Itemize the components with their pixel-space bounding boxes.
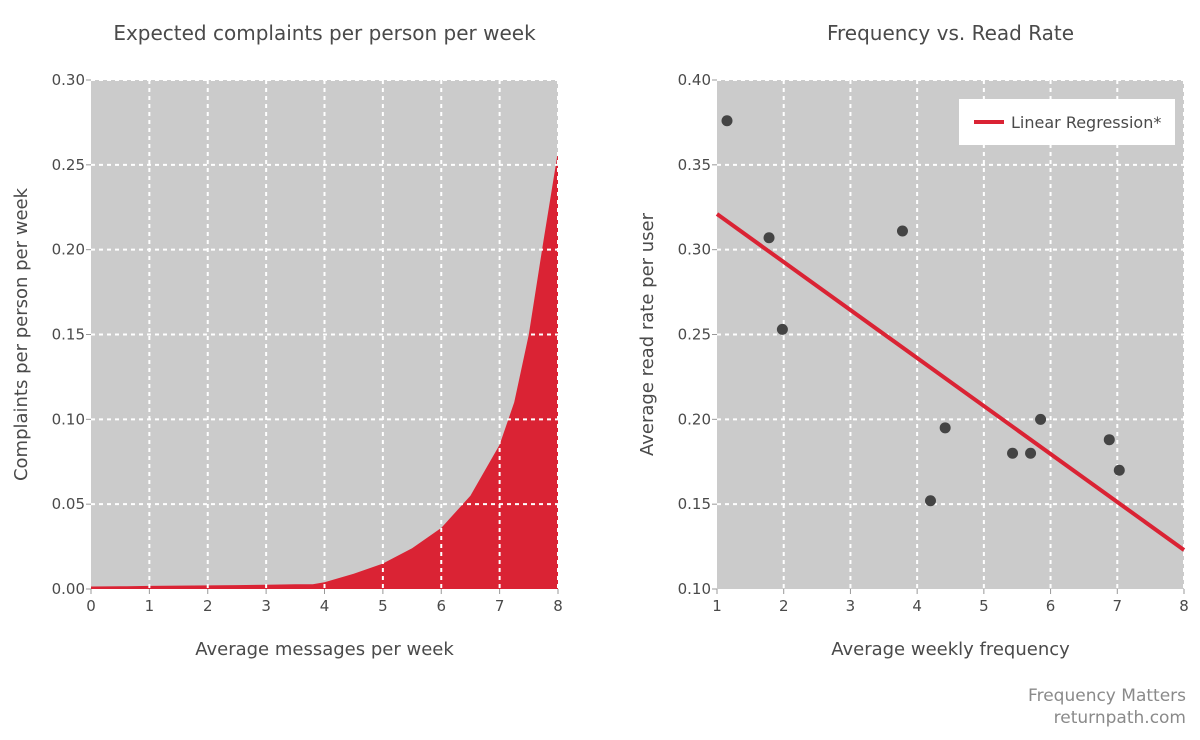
left-x-tick-label: 7 xyxy=(495,597,505,615)
right-x-tick-label: 3 xyxy=(846,597,856,615)
right-scatter-point xyxy=(763,232,775,244)
right-y-tick-label: 0.40 xyxy=(678,71,711,89)
left-x-axis-label: Average messages per week xyxy=(195,639,454,660)
right-chart-title: Frequency vs. Read Rate xyxy=(827,21,1074,45)
right-x-tick-label: 5 xyxy=(979,597,989,615)
right-y-tick-label: 0.20 xyxy=(678,410,711,428)
left-x-tick-label: 1 xyxy=(145,597,155,615)
right-legend-label: Linear Regression* xyxy=(1011,113,1161,132)
left-x-tick-label: 8 xyxy=(553,597,563,615)
footer-url: returnpath.com xyxy=(1053,708,1186,728)
right-y-axis-label: Average read rate per user xyxy=(637,212,658,456)
left-y-tick-label: 0.05 xyxy=(52,495,85,513)
left-y-tick-label: 0.00 xyxy=(52,580,85,598)
right-y-tick-label: 0.35 xyxy=(678,156,711,174)
right-scatter-point xyxy=(1007,447,1019,459)
left-x-tick-label: 2 xyxy=(203,597,213,615)
left-y-tick-label: 0.30 xyxy=(52,71,85,89)
right-y-tick-label: 0.15 xyxy=(678,495,711,513)
right-x-tick-label: 1 xyxy=(712,597,722,615)
right-x-tick-label: 8 xyxy=(1179,597,1189,615)
right-y-tick-label: 0.30 xyxy=(678,241,711,259)
left-y-tick-label: 0.10 xyxy=(52,410,85,428)
right-scatter-point xyxy=(721,115,733,127)
right-x-tick-label: 4 xyxy=(912,597,922,615)
right-scatter-point xyxy=(1025,447,1037,459)
right-scatter-point xyxy=(939,422,951,434)
right-x-axis-label: Average weekly frequency xyxy=(831,639,1070,660)
right-scatter-point xyxy=(924,495,936,507)
left-y-tick-label: 0.25 xyxy=(52,156,85,174)
left-y-tick-label: 0.20 xyxy=(52,241,85,259)
left-area-series xyxy=(91,151,558,590)
right-legend: Linear Regression* xyxy=(959,99,1175,145)
left-x-tick-label: 6 xyxy=(436,597,446,615)
right-chart: 1 2 3 4 5 6 7 8 0.10 0.15 0.20 0.25 0.30 0.35 0.40 Freq… xyxy=(637,21,1189,660)
footer-title: Frequency Matters xyxy=(1028,686,1186,706)
left-chart: 0 1 2 3 4 5 6 7 8 0.00 0.05 0.10 0.15 0.20 0.25 0.30 Exp… xyxy=(11,21,563,660)
left-y-tick-label: 0.15 xyxy=(52,326,85,344)
right-scatter-point xyxy=(1035,413,1047,425)
right-x-tick-label: 6 xyxy=(1046,597,1056,615)
right-scatter-point xyxy=(896,225,908,237)
right-y-tick-label: 0.10 xyxy=(678,580,711,598)
left-x-tick-label: 5 xyxy=(378,597,388,615)
left-x-tick-label: 3 xyxy=(261,597,271,615)
right-scatter-point xyxy=(776,323,788,335)
right-x-tick-label: 2 xyxy=(779,597,789,615)
right-y-tick-label: 0.25 xyxy=(678,326,711,344)
left-grid xyxy=(91,79,559,589)
right-regression-line xyxy=(715,212,1186,552)
right-scatter-point xyxy=(1113,464,1125,476)
left-x-tick-label: 0 xyxy=(86,597,96,615)
left-x-tick-label: 4 xyxy=(320,597,330,615)
right-scatter-point xyxy=(1103,434,1115,446)
left-chart-title: Expected complaints per person per week xyxy=(113,21,536,45)
left-y-axis-label: Complaints per person per week xyxy=(11,187,32,481)
right-x-tick-label: 7 xyxy=(1113,597,1123,615)
